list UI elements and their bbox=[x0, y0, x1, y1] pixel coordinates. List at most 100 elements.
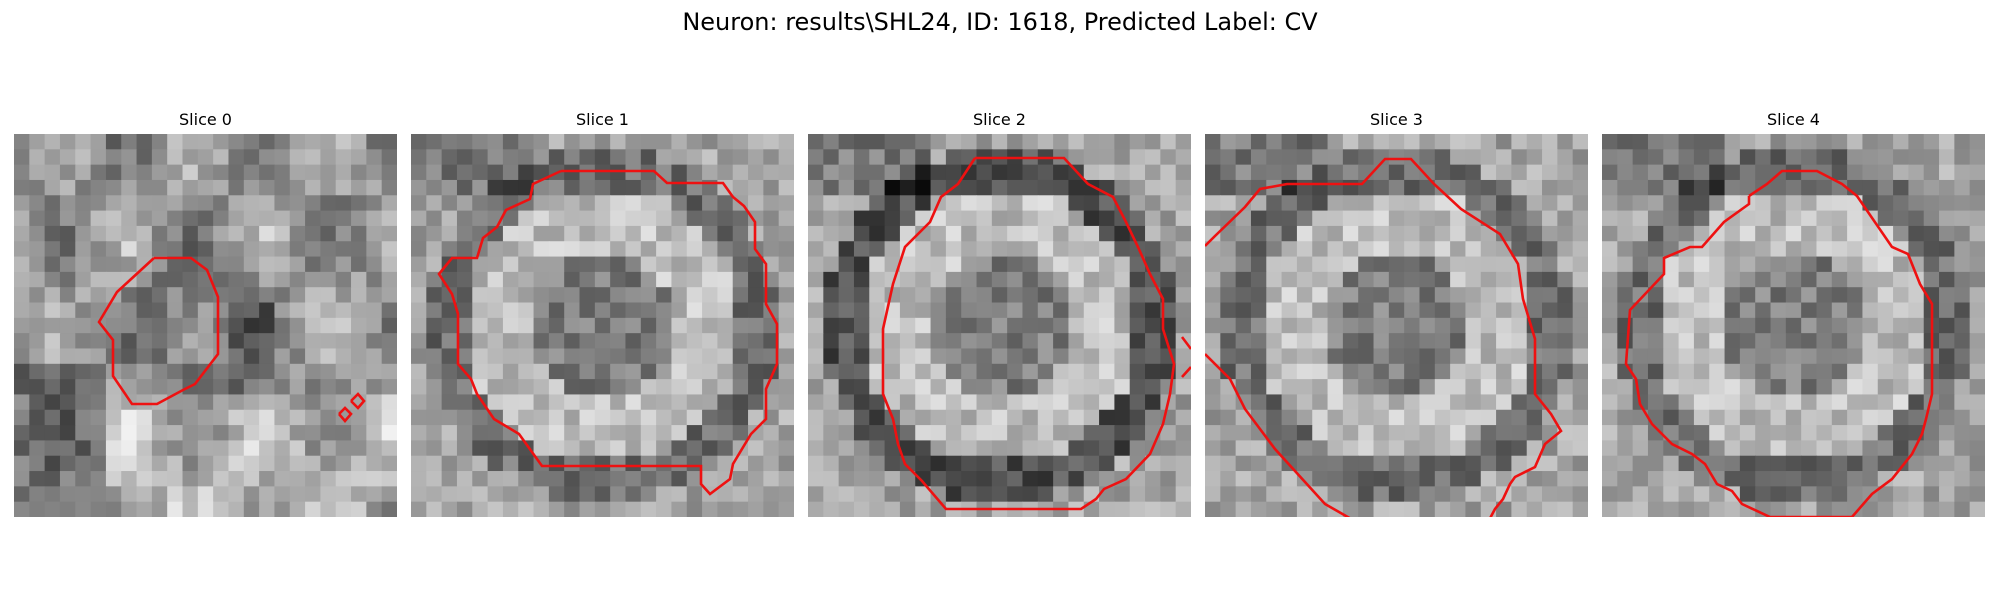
pixel bbox=[274, 149, 291, 166]
pixel bbox=[1358, 333, 1375, 350]
pixel bbox=[899, 379, 916, 396]
pixel bbox=[1862, 179, 1879, 196]
pixel bbox=[1801, 210, 1818, 227]
pixel bbox=[1296, 333, 1313, 350]
pixel bbox=[1572, 179, 1588, 196]
slice-0-contour-fragment bbox=[350, 392, 366, 410]
pixel bbox=[1022, 486, 1039, 503]
pixel bbox=[1969, 425, 1985, 441]
pixel bbox=[456, 317, 473, 334]
pixel bbox=[1404, 225, 1421, 242]
pixel bbox=[671, 302, 688, 319]
pixel bbox=[274, 317, 291, 334]
pixel bbox=[1160, 271, 1177, 288]
pixel bbox=[1663, 333, 1680, 350]
pixel bbox=[702, 164, 718, 181]
pixel bbox=[1663, 287, 1680, 304]
pixel bbox=[1678, 501, 1695, 517]
pixel bbox=[1145, 363, 1161, 380]
pixel bbox=[1801, 179, 1818, 196]
pixel bbox=[1877, 271, 1894, 288]
pixel bbox=[44, 271, 61, 288]
pixel bbox=[1296, 425, 1313, 441]
pixel bbox=[502, 333, 519, 350]
pixel bbox=[1053, 379, 1070, 396]
pixel bbox=[1770, 348, 1787, 365]
pixel bbox=[1770, 225, 1787, 242]
pixel bbox=[518, 486, 535, 503]
pixel bbox=[243, 471, 260, 487]
pixel bbox=[1175, 501, 1191, 517]
pixel bbox=[228, 379, 245, 396]
pixel bbox=[1404, 348, 1421, 365]
pixel bbox=[1908, 409, 1925, 426]
pixel bbox=[351, 455, 367, 472]
pixel bbox=[1632, 440, 1649, 457]
pixel bbox=[1816, 440, 1833, 457]
pixel bbox=[1557, 302, 1574, 319]
pixel bbox=[656, 134, 673, 150]
pixel bbox=[320, 425, 337, 441]
pixel bbox=[90, 486, 107, 503]
pixel bbox=[808, 348, 824, 365]
pixel bbox=[1678, 379, 1695, 396]
pixel bbox=[717, 210, 734, 227]
pixel bbox=[1678, 409, 1695, 426]
pixel bbox=[1969, 241, 1985, 258]
pixel bbox=[930, 164, 947, 181]
pixel bbox=[1480, 241, 1497, 258]
pixel bbox=[1129, 164, 1146, 181]
pixel bbox=[14, 363, 30, 380]
pixel bbox=[1908, 302, 1925, 319]
pixel bbox=[351, 363, 367, 380]
pixel bbox=[1724, 302, 1741, 319]
pixel bbox=[808, 455, 824, 472]
pixel bbox=[1220, 241, 1237, 258]
pixel bbox=[472, 149, 489, 166]
pixel bbox=[1572, 164, 1588, 181]
pixel bbox=[502, 225, 519, 242]
pixel bbox=[274, 409, 291, 426]
pixel bbox=[671, 256, 688, 273]
pixel bbox=[1862, 164, 1879, 181]
pixel bbox=[686, 409, 703, 426]
pixel bbox=[44, 134, 61, 150]
pixel bbox=[381, 379, 397, 396]
pixel bbox=[915, 179, 932, 196]
pixel bbox=[305, 486, 321, 503]
pixel bbox=[594, 333, 611, 350]
pixel bbox=[717, 363, 734, 380]
pixel bbox=[1877, 440, 1894, 457]
pixel bbox=[1373, 409, 1390, 426]
pixel bbox=[702, 256, 718, 273]
pixel bbox=[640, 241, 657, 258]
pixel bbox=[1526, 425, 1543, 441]
pixel bbox=[1114, 486, 1131, 503]
pixel bbox=[717, 317, 734, 334]
pixel bbox=[1877, 134, 1894, 150]
pixel bbox=[1114, 317, 1131, 334]
pixel bbox=[151, 425, 168, 441]
pixel bbox=[1785, 394, 1802, 411]
pixel bbox=[1785, 302, 1802, 319]
pixel bbox=[151, 409, 168, 426]
pixel bbox=[564, 440, 581, 457]
pixel bbox=[182, 225, 199, 242]
pixel bbox=[228, 271, 245, 288]
pixel bbox=[502, 394, 519, 411]
pixel bbox=[1602, 210, 1618, 227]
pixel bbox=[717, 425, 734, 441]
pixel bbox=[351, 134, 367, 150]
pixel bbox=[1602, 241, 1618, 258]
pixel bbox=[1801, 486, 1818, 503]
pixel bbox=[1939, 455, 1955, 472]
pixel bbox=[1602, 287, 1618, 304]
pixel bbox=[1266, 425, 1283, 441]
pixel bbox=[441, 333, 458, 350]
pixel bbox=[717, 149, 734, 166]
pixel bbox=[335, 164, 352, 181]
pixel bbox=[656, 317, 673, 334]
pixel bbox=[44, 440, 61, 457]
pixel bbox=[778, 425, 794, 441]
pixel bbox=[1572, 241, 1588, 258]
